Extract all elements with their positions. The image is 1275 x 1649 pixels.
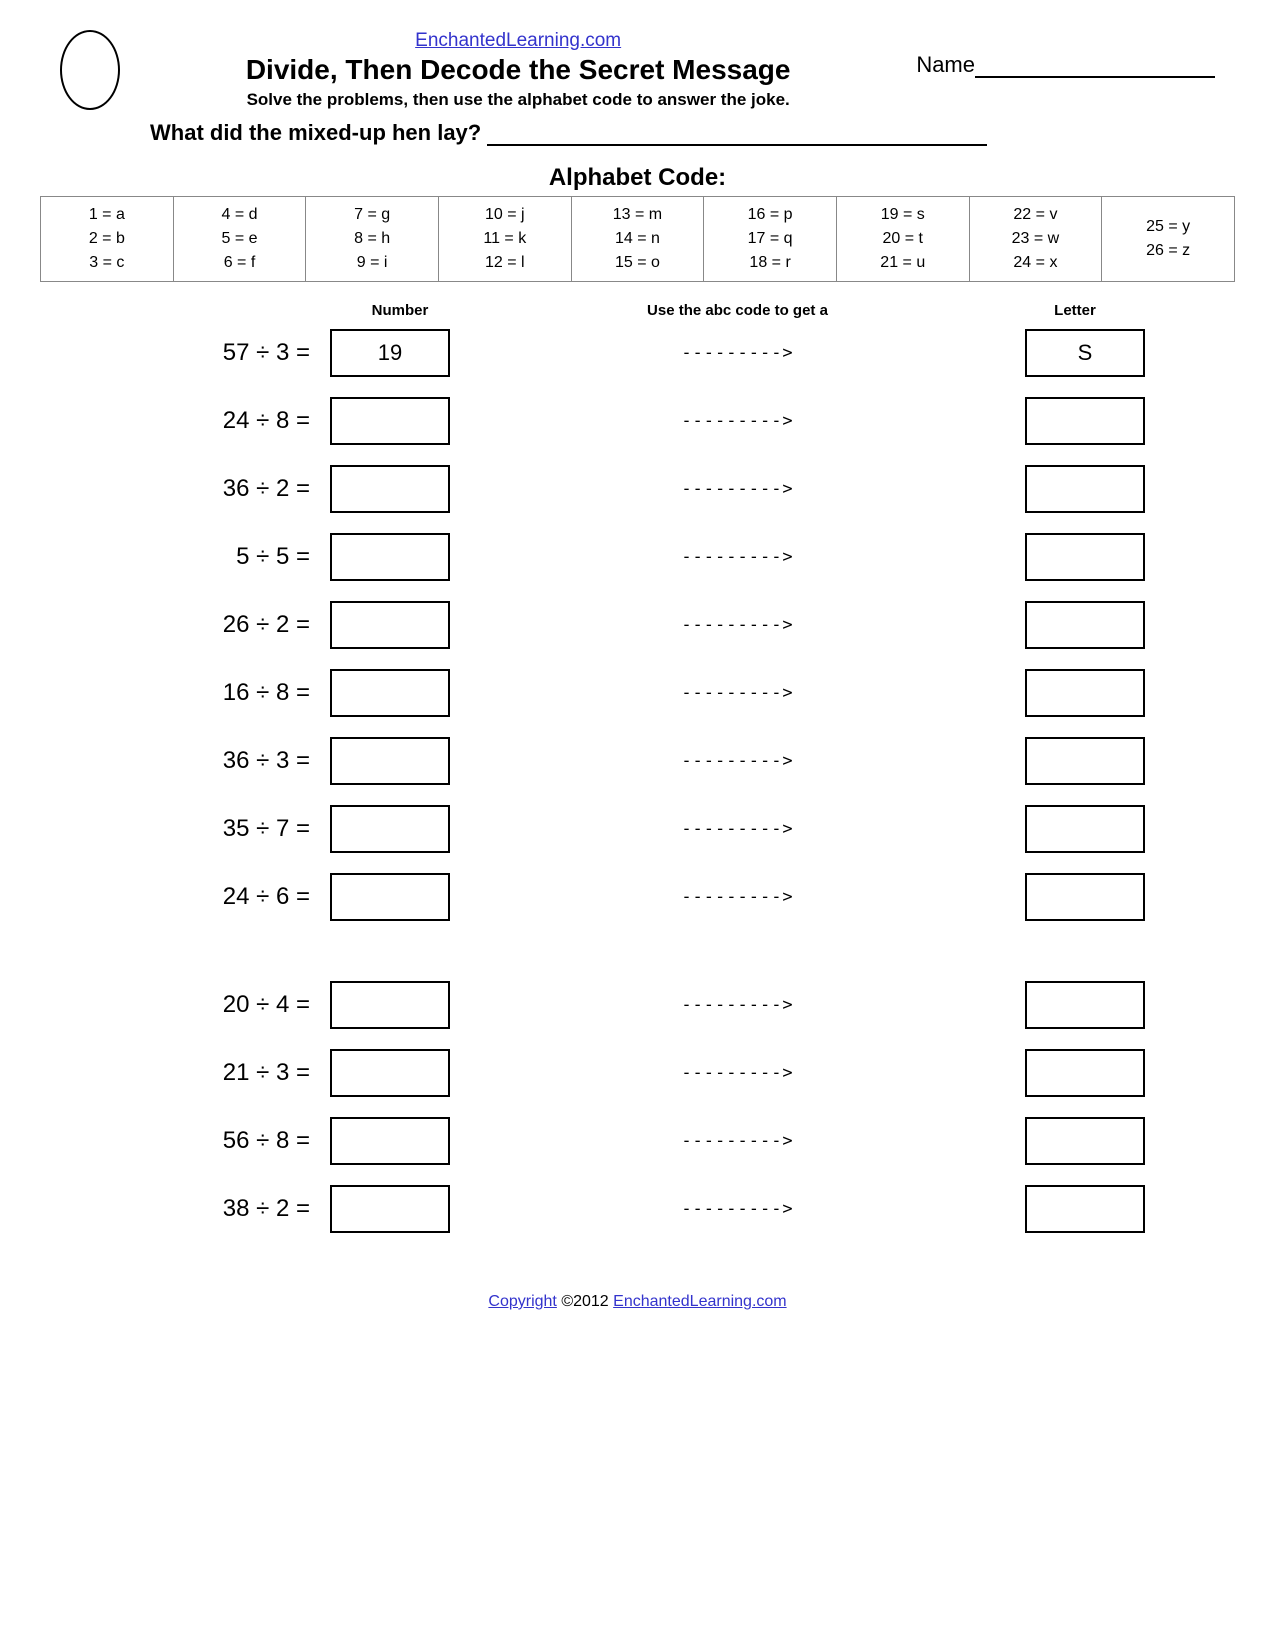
- problem-row: 21 ÷ 3 = --------->: [130, 1049, 1145, 1097]
- name-field-area: Name: [916, 30, 1215, 78]
- arrow-icon: --------->: [450, 343, 1025, 363]
- letter-answer-box[interactable]: [1025, 1049, 1145, 1097]
- code-cell: 25 = y26 = z: [1102, 197, 1235, 282]
- problem-expression: 16 ÷ 8 =: [130, 679, 330, 707]
- number-answer-box[interactable]: [330, 465, 450, 513]
- problem-row: 57 ÷ 3 =19--------->S: [130, 329, 1145, 377]
- arrow-icon: --------->: [450, 1131, 1025, 1151]
- problem-expression: 35 ÷ 7 =: [130, 815, 330, 843]
- header-center: EnchantedLearning.com Divide, Then Decod…: [140, 30, 896, 110]
- number-answer-box[interactable]: 19: [330, 329, 450, 377]
- code-cell: 7 = g8 = h9 = i: [306, 197, 439, 282]
- problem-expression: 21 ÷ 3 =: [130, 1059, 330, 1087]
- code-cell: 16 = p17 = q18 = r: [704, 197, 837, 282]
- letter-answer-box[interactable]: [1025, 737, 1145, 785]
- letter-answer-box[interactable]: S: [1025, 329, 1145, 377]
- answer-line[interactable]: [487, 144, 987, 146]
- arrow-icon: --------->: [450, 615, 1025, 635]
- footer-site-link[interactable]: EnchantedLearning.com: [613, 1293, 786, 1310]
- letter-answer-box[interactable]: [1025, 397, 1145, 445]
- problem-expression: 20 ÷ 4 =: [130, 991, 330, 1019]
- number-answer-box[interactable]: [330, 873, 450, 921]
- name-input-line[interactable]: [975, 76, 1215, 78]
- footer: Copyright ©2012 EnchantedLearning.com: [40, 1293, 1235, 1311]
- alphabet-code-title: Alphabet Code:: [40, 164, 1235, 192]
- problem-group-2: 20 ÷ 4 =--------->21 ÷ 3 =--------->56 ÷…: [130, 981, 1145, 1233]
- arrow-icon: --------->: [450, 683, 1025, 703]
- code-cell: 10 = j11 = k12 = l: [438, 197, 571, 282]
- arrow-icon: --------->: [450, 1199, 1025, 1219]
- problem-expression: 5 ÷ 5 =: [130, 543, 330, 571]
- code-cell: 22 = v23 = w24 = x: [969, 197, 1102, 282]
- code-cell: 1 = a2 = b3 = c: [41, 197, 174, 282]
- problem-row: 24 ÷ 8 = --------->: [130, 397, 1145, 445]
- number-answer-box[interactable]: [330, 1049, 450, 1097]
- letter-answer-box[interactable]: [1025, 533, 1145, 581]
- page-title: Divide, Then Decode the Secret Message: [140, 54, 896, 86]
- name-label: Name: [916, 52, 975, 77]
- arrow-icon: --------->: [450, 751, 1025, 771]
- problem-row: 38 ÷ 2 = --------->: [130, 1185, 1145, 1233]
- problem-row: 35 ÷ 7 = --------->: [130, 805, 1145, 853]
- joke-question-row: What did the mixed-up hen lay?: [40, 110, 1235, 146]
- letter-answer-box[interactable]: [1025, 1117, 1145, 1165]
- number-answer-box[interactable]: [330, 533, 450, 581]
- problem-row: 36 ÷ 2 = --------->: [130, 465, 1145, 513]
- instructions: Solve the problems, then use the alphabe…: [140, 90, 896, 110]
- letter-answer-box[interactable]: [1025, 1185, 1145, 1233]
- problem-group-1: 57 ÷ 3 =19--------->S24 ÷ 8 =--------->3…: [130, 329, 1145, 921]
- problem-expression: 57 ÷ 3 =: [130, 339, 330, 367]
- arrow-icon: --------->: [450, 547, 1025, 567]
- number-answer-box[interactable]: [330, 601, 450, 649]
- problem-expression: 56 ÷ 8 =: [130, 1127, 330, 1155]
- code-cell: 4 = d5 = e6 = f: [173, 197, 306, 282]
- copyright-text: ©2012: [557, 1293, 613, 1310]
- problem-row: 20 ÷ 4 = --------->: [130, 981, 1145, 1029]
- problem-row: 26 ÷ 2 = --------->: [130, 601, 1145, 649]
- arrow-icon: --------->: [450, 479, 1025, 499]
- letter-answer-box[interactable]: [1025, 465, 1145, 513]
- letter-answer-box[interactable]: [1025, 669, 1145, 717]
- problem-row: 56 ÷ 8 = --------->: [130, 1117, 1145, 1165]
- number-answer-box[interactable]: [330, 737, 450, 785]
- site-link[interactable]: EnchantedLearning.com: [415, 30, 621, 51]
- problem-row: 36 ÷ 3 = --------->: [130, 737, 1145, 785]
- problem-expression: 24 ÷ 6 =: [130, 883, 330, 911]
- header-oval-graphic: [60, 30, 120, 110]
- column-headers: Number Use the abc code to get a Letter: [130, 302, 1145, 319]
- arrow-icon: --------->: [450, 1063, 1025, 1083]
- number-answer-box[interactable]: [330, 981, 450, 1029]
- problem-row: 24 ÷ 6 = --------->: [130, 873, 1145, 921]
- number-answer-box[interactable]: [330, 1185, 450, 1233]
- problem-row: 16 ÷ 8 = --------->: [130, 669, 1145, 717]
- code-cell: 13 = m14 = n15 = o: [571, 197, 704, 282]
- header-number: Number: [330, 302, 470, 319]
- problems-container: Number Use the abc code to get a Letter …: [40, 302, 1235, 1233]
- problem-expression: 26 ÷ 2 =: [130, 611, 330, 639]
- header-instruction: Use the abc code to get a: [470, 302, 1005, 319]
- arrow-icon: --------->: [450, 411, 1025, 431]
- number-answer-box[interactable]: [330, 805, 450, 853]
- problem-expression: 24 ÷ 8 =: [130, 407, 330, 435]
- problem-expression: 38 ÷ 2 =: [130, 1195, 330, 1223]
- header-letter: Letter: [1005, 302, 1145, 319]
- joke-question: What did the mixed-up hen lay?: [150, 120, 487, 145]
- code-cell: 19 = s20 = t21 = u: [836, 197, 969, 282]
- letter-answer-box[interactable]: [1025, 601, 1145, 649]
- arrow-icon: --------->: [450, 887, 1025, 907]
- number-answer-box[interactable]: [330, 1117, 450, 1165]
- alphabet-code-table: 1 = a2 = b3 = c4 = d5 = e6 = f7 = g8 = h…: [40, 196, 1235, 282]
- copyright-link[interactable]: Copyright: [488, 1293, 556, 1310]
- letter-answer-box[interactable]: [1025, 873, 1145, 921]
- problem-expression: 36 ÷ 3 =: [130, 747, 330, 775]
- worksheet-header: EnchantedLearning.com Divide, Then Decod…: [40, 30, 1235, 110]
- letter-answer-box[interactable]: [1025, 981, 1145, 1029]
- problem-row: 5 ÷ 5 = --------->: [130, 533, 1145, 581]
- problem-expression: 36 ÷ 2 =: [130, 475, 330, 503]
- arrow-icon: --------->: [450, 995, 1025, 1015]
- number-answer-box[interactable]: [330, 397, 450, 445]
- letter-answer-box[interactable]: [1025, 805, 1145, 853]
- arrow-icon: --------->: [450, 819, 1025, 839]
- number-answer-box[interactable]: [330, 669, 450, 717]
